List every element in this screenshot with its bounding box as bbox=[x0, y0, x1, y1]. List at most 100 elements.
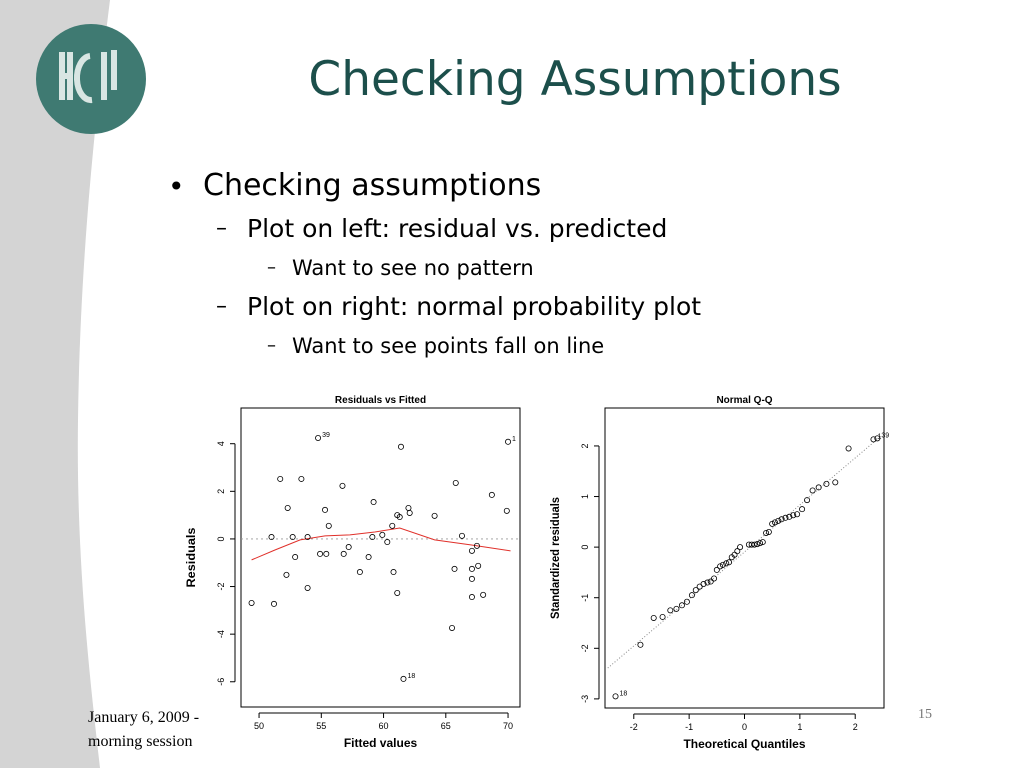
y-tick-label: -6 bbox=[216, 678, 226, 686]
point bbox=[832, 479, 839, 486]
point bbox=[659, 613, 666, 620]
point bbox=[431, 512, 438, 519]
detail-bullet: Want to see points fall on line bbox=[292, 334, 605, 358]
point bbox=[696, 583, 703, 590]
point bbox=[277, 475, 284, 482]
point bbox=[823, 480, 830, 487]
plot-frame bbox=[604, 407, 885, 709]
reference-line bbox=[607, 435, 882, 669]
point bbox=[317, 550, 324, 557]
point bbox=[406, 509, 413, 516]
point bbox=[468, 565, 475, 572]
point-label: 39 bbox=[881, 432, 889, 439]
point bbox=[757, 540, 764, 547]
point bbox=[700, 581, 707, 588]
footer-line: morning session bbox=[88, 733, 193, 750]
point bbox=[475, 562, 482, 569]
chart-title: Normal Q-Q bbox=[716, 395, 772, 406]
point bbox=[384, 539, 391, 546]
x-tick-label: 2 bbox=[853, 722, 858, 732]
page-number: 15 bbox=[918, 707, 932, 722]
point bbox=[790, 512, 797, 519]
point bbox=[394, 589, 401, 596]
y-axis-label: Residuals bbox=[184, 527, 198, 587]
point bbox=[339, 482, 346, 489]
x-tick-label: -1 bbox=[685, 722, 693, 732]
y-tick-label: -2 bbox=[580, 644, 590, 652]
x-axis-label: Theoretical Quantiles bbox=[683, 737, 805, 751]
point bbox=[356, 569, 363, 576]
point bbox=[505, 438, 512, 445]
point bbox=[323, 550, 330, 557]
point-label: 18 bbox=[407, 673, 415, 680]
point-label: 39 bbox=[322, 432, 330, 439]
point bbox=[713, 566, 720, 573]
point bbox=[473, 542, 480, 549]
point bbox=[468, 594, 475, 601]
x-tick-label: -2 bbox=[630, 722, 638, 732]
point bbox=[754, 541, 761, 548]
point bbox=[719, 561, 726, 568]
point bbox=[379, 531, 386, 538]
point bbox=[390, 569, 397, 576]
point bbox=[488, 491, 495, 498]
x-axis-label: Fitted values bbox=[344, 736, 418, 750]
bullet: Checking assumptions bbox=[203, 168, 542, 203]
point bbox=[396, 514, 403, 521]
point bbox=[325, 522, 332, 529]
point bbox=[799, 506, 806, 513]
y-tick-label: -4 bbox=[216, 630, 226, 638]
point bbox=[292, 554, 299, 561]
point bbox=[809, 487, 816, 494]
point bbox=[815, 484, 822, 491]
x-tick-label: 60 bbox=[379, 721, 389, 731]
point bbox=[759, 539, 766, 546]
y-tick-label: -3 bbox=[580, 695, 590, 703]
point bbox=[771, 519, 778, 526]
point bbox=[284, 504, 291, 511]
logo-mark bbox=[59, 50, 117, 104]
smooth-line bbox=[251, 527, 511, 561]
point bbox=[723, 560, 730, 567]
bullet-marker: • bbox=[168, 170, 185, 203]
point bbox=[370, 499, 377, 506]
dash-marker: – bbox=[216, 216, 227, 241]
y-tick-label: 2 bbox=[216, 489, 226, 494]
point bbox=[678, 602, 685, 609]
x-tick-label: 65 bbox=[441, 721, 451, 731]
point bbox=[874, 435, 881, 442]
point bbox=[369, 534, 376, 541]
point bbox=[737, 544, 744, 551]
chart: Normal Q-Q Theoretical Quantiles Standardi… bbox=[548, 395, 889, 751]
y-tick-label: 0 bbox=[580, 545, 590, 550]
chart: Residuals vs Fitted Fitted values Residual… bbox=[184, 395, 521, 750]
x-tick-label: 70 bbox=[503, 721, 513, 731]
point bbox=[711, 575, 718, 582]
point bbox=[468, 547, 475, 554]
point bbox=[405, 504, 412, 511]
detail-bullet: Want to see no pattern bbox=[292, 256, 534, 280]
point bbox=[763, 529, 770, 536]
y-tick-label: -2 bbox=[216, 583, 226, 591]
y-axis-label: Standardized residuals bbox=[548, 497, 562, 619]
point bbox=[667, 607, 674, 614]
point bbox=[650, 614, 657, 621]
x-tick-label: 55 bbox=[316, 721, 326, 731]
point bbox=[270, 600, 277, 607]
point bbox=[397, 443, 404, 450]
side-band bbox=[0, 0, 110, 768]
point bbox=[449, 624, 456, 631]
sub-bullet: Plot on right: normal probability plot bbox=[247, 292, 702, 321]
point bbox=[778, 516, 785, 523]
point bbox=[692, 587, 699, 594]
point bbox=[704, 579, 711, 586]
point bbox=[345, 544, 352, 551]
plot-frame bbox=[240, 407, 521, 708]
point bbox=[283, 571, 290, 578]
point bbox=[340, 550, 347, 557]
point bbox=[322, 506, 329, 513]
y-tick-label: 1 bbox=[580, 494, 590, 499]
